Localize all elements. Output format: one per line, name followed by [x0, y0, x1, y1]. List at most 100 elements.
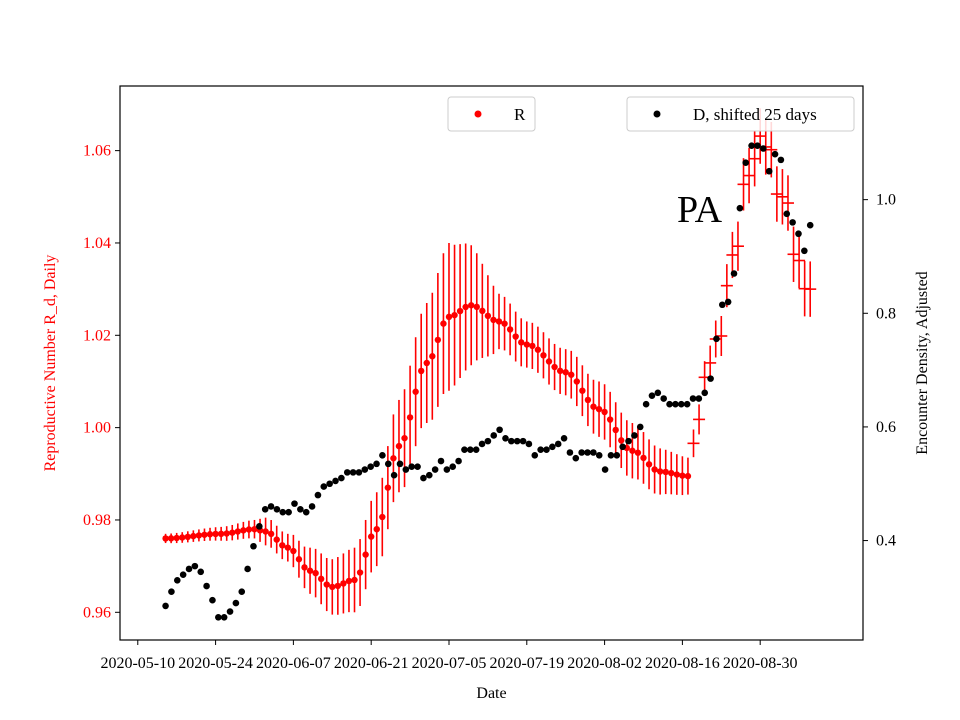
d-point	[261, 506, 269, 513]
r-point	[201, 531, 208, 538]
d-point	[484, 437, 492, 445]
r-point	[612, 426, 619, 434]
legend-r-frame	[447, 96, 536, 132]
d-point	[162, 602, 169, 610]
legend-d-label: D, shifted 25 days	[693, 105, 817, 124]
d-point	[730, 270, 738, 277]
d-point	[631, 432, 638, 439]
r-point	[284, 544, 292, 551]
r-point	[379, 513, 386, 521]
r-point	[384, 484, 392, 491]
d-point	[402, 466, 410, 473]
d-point	[414, 463, 421, 470]
r-point	[167, 535, 175, 542]
r-point	[523, 341, 530, 348]
r-point	[451, 311, 458, 319]
r-point	[468, 302, 475, 309]
r-point	[390, 455, 397, 462]
d-point	[408, 463, 416, 470]
d-point	[713, 335, 720, 343]
d-point	[607, 452, 615, 459]
d-point	[496, 426, 503, 434]
d-point	[443, 466, 451, 473]
d-point	[613, 452, 621, 459]
left-y-tick-label: 0.96	[83, 604, 111, 621]
d-point	[502, 434, 509, 442]
r-point	[312, 569, 319, 577]
right-y-tick-label: 0.8	[876, 305, 896, 322]
d-point	[168, 588, 175, 596]
d-point	[549, 443, 556, 451]
r-point	[267, 530, 275, 538]
r-point	[579, 387, 586, 394]
x-tick-label: 2020-08-30	[723, 655, 798, 672]
r-point	[212, 530, 219, 538]
r-point	[484, 312, 492, 320]
r-point	[162, 535, 169, 542]
ticks-layer: 2020-05-10 2020-05-24 2020-06-07 2020-06-21…	[83, 143, 896, 672]
d-point	[584, 449, 591, 456]
r-point	[406, 414, 414, 421]
d-point	[689, 395, 697, 402]
r-point	[301, 564, 308, 571]
r-point	[456, 307, 464, 315]
x-tick-label: 2020-06-07	[256, 655, 331, 672]
r-point	[195, 532, 203, 539]
d-point	[531, 452, 539, 459]
d-point	[302, 508, 310, 516]
r-point	[423, 359, 430, 367]
d-point	[173, 577, 181, 584]
r-point	[634, 449, 642, 456]
d-series-layer	[162, 142, 814, 621]
r-point	[234, 528, 242, 535]
d-point	[619, 443, 626, 451]
x-tick-label: 2020-05-24	[178, 655, 253, 672]
d-point	[250, 542, 257, 550]
d-point	[244, 565, 251, 573]
d-point	[420, 474, 427, 482]
r-point	[529, 342, 536, 350]
r-point	[251, 526, 258, 533]
d-point	[361, 466, 369, 473]
r-point	[418, 367, 425, 375]
d-point	[795, 230, 802, 238]
left-y-tick-label: 1.02	[83, 327, 111, 344]
x-tick-label: 2020-08-16	[645, 655, 720, 672]
d-point	[672, 400, 679, 408]
d-point	[209, 596, 216, 604]
legend-d-marker	[653, 110, 661, 118]
d-point	[590, 449, 597, 456]
d-point	[332, 477, 339, 485]
d-point	[560, 434, 568, 442]
d-point	[238, 588, 246, 596]
plot-frame	[119, 85, 864, 641]
d-point	[314, 491, 322, 499]
r-point	[279, 542, 286, 549]
r-point	[545, 358, 553, 365]
r-point	[562, 369, 569, 376]
d-point	[367, 463, 374, 470]
left-y-tick-label: 0.98	[83, 512, 111, 529]
r-point	[184, 533, 191, 541]
d-point	[297, 506, 304, 513]
r-point	[334, 582, 342, 590]
r-point	[223, 530, 230, 537]
d-point	[267, 503, 275, 510]
right-y-tick-label: 0.4	[876, 533, 896, 550]
d-point	[179, 571, 187, 578]
r-point	[540, 352, 547, 359]
r-point	[290, 547, 297, 555]
r-point	[462, 303, 469, 311]
d-point	[455, 457, 462, 465]
d-point	[519, 437, 527, 445]
d-point	[373, 460, 380, 468]
d-point	[648, 392, 656, 399]
r-point	[273, 536, 280, 543]
r-point	[412, 388, 419, 395]
x-tick-label: 2020-07-05	[412, 655, 487, 672]
r-point	[601, 408, 608, 416]
annotation-pa: PA	[677, 189, 723, 231]
d-point	[625, 437, 632, 445]
r-point	[645, 461, 653, 468]
r-point	[173, 534, 180, 542]
